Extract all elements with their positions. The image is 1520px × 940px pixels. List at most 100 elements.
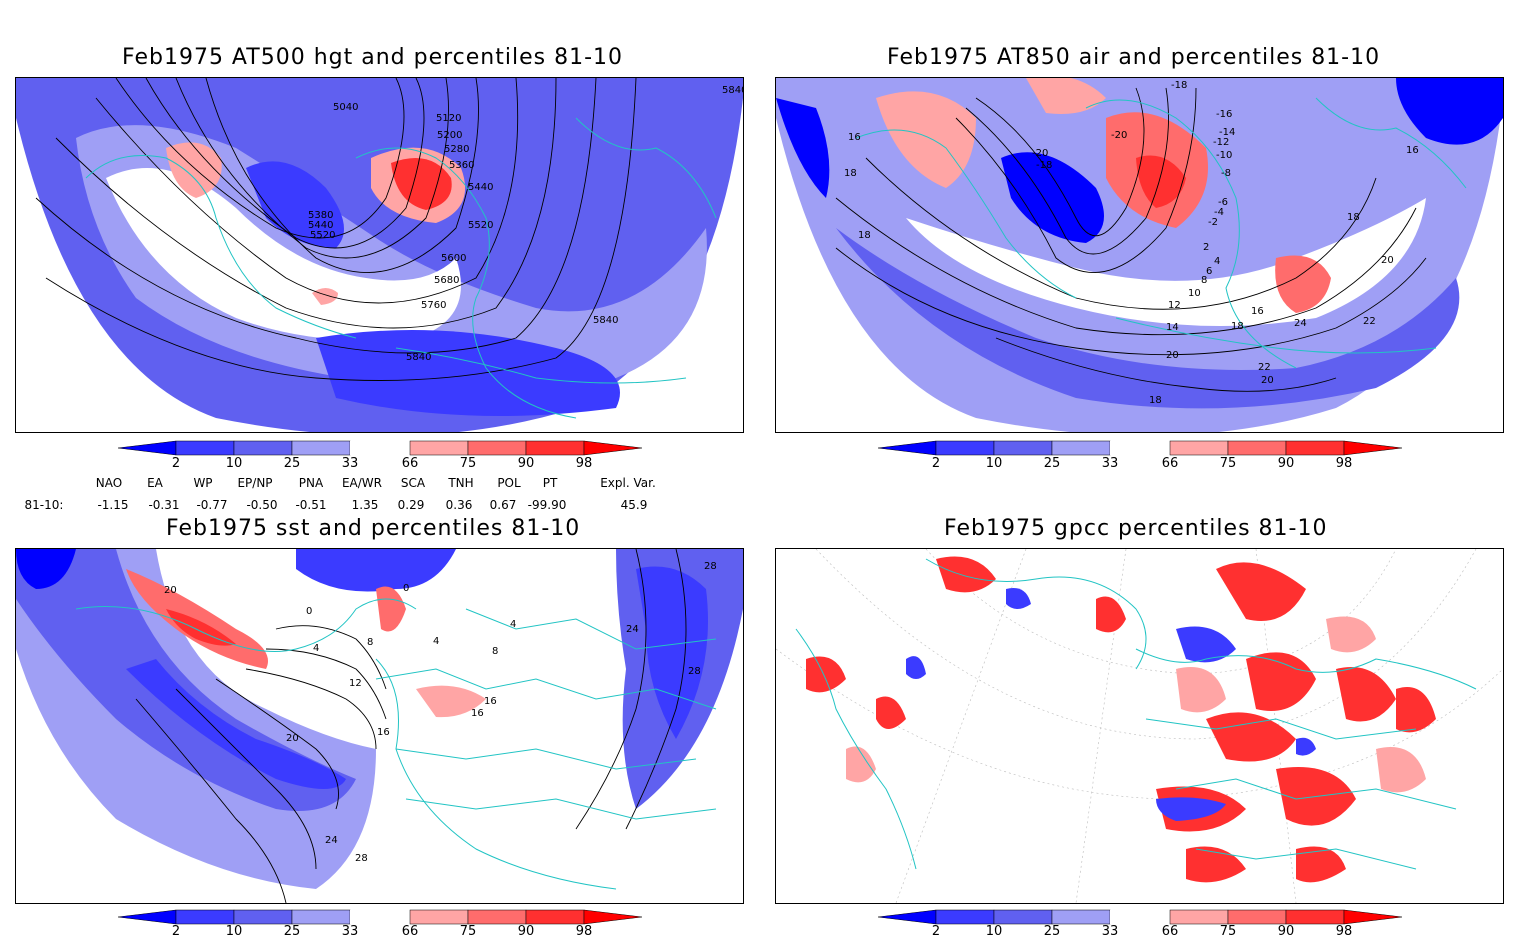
colorbar-tick: 75 [1219, 924, 1237, 939]
colorbar-bottom-right: 2 10 25 33 66 75 90 98 [877, 909, 1403, 940]
contour-label: 5120 [436, 113, 461, 124]
contour-label: 4 [1214, 256, 1220, 267]
contour-label: 20 [1381, 255, 1394, 266]
index-value: 45.9 [620, 498, 648, 512]
colorbar-top-right: 2 10 25 33 66 75 90 98 [877, 440, 1403, 471]
index-value: -1.15 [97, 498, 129, 512]
colorbar-tick: 2 [171, 924, 181, 939]
colorbar-tick: 2 [931, 924, 941, 939]
contour-label: 20 [1261, 375, 1274, 386]
colorbar-tick: 2 [171, 456, 181, 471]
dark-blue-nw [16, 549, 76, 589]
contour-label: -6 [1218, 197, 1228, 208]
contour-label: 10 [1188, 288, 1201, 299]
contour-label: -2 [1208, 217, 1218, 228]
contour-label: 16 [1251, 306, 1264, 317]
colorbar-tick: 98 [575, 924, 593, 939]
colorbar-tick: 75 [459, 924, 477, 939]
contour-label: 16 [377, 727, 390, 738]
contour-label: 5200 [437, 130, 462, 141]
contour-label: 5840 [593, 315, 618, 326]
contour-label: 5360 [449, 160, 474, 171]
precip-dry-patches [906, 588, 1316, 821]
contour-label: 8 [1201, 275, 1207, 286]
index-value: -0.50 [246, 498, 278, 512]
index-value: 0.67 [489, 498, 517, 512]
dark-blue-arctic [296, 549, 456, 592]
light-blue-shading [76, 125, 707, 393]
colorbar-tick: 25 [1043, 924, 1061, 939]
map-sst: 20 0 4 8 12 16 20 24 28 28 24 28 0 4 8 1… [15, 548, 744, 904]
contour-label: 16 [471, 708, 484, 719]
contour-label: 5840 [406, 352, 431, 363]
contour-label: 20 [1166, 350, 1179, 361]
colorbar-tick: 75 [459, 456, 477, 471]
contour-label: 18 [858, 230, 871, 241]
row-label: 81-10: [24, 498, 64, 512]
colorbar-tick: 90 [517, 456, 535, 471]
contour-label: 22 [1363, 316, 1376, 327]
contour-label: 5440 [308, 220, 333, 231]
red-anomaly-core [1136, 155, 1186, 208]
dark-blue-east [1396, 78, 1503, 145]
contour-label: -16 [1216, 109, 1232, 120]
colorbar-top-left: 2 10 25 33 66 75 90 98 [117, 440, 643, 471]
white-area [106, 168, 461, 341]
dark-blue-east [636, 566, 708, 739]
contour-label: 24 [626, 624, 639, 635]
red-anomaly-na [876, 91, 976, 188]
red-anomaly-med [416, 685, 486, 718]
panel-title-gpcc: Feb1975 gpcc percentiles 81-10 [944, 516, 1328, 541]
contour-label: 5760 [421, 300, 446, 311]
colorbar-tick: 66 [1161, 456, 1179, 471]
panel-title-500hgt: Feb1975 AT500 hgt and percentiles 81-10 [122, 45, 624, 70]
colorbar-tick: 66 [1161, 924, 1179, 939]
colorbar-tick: 2 [931, 456, 941, 471]
colorbar-tick: 98 [1335, 456, 1353, 471]
colorbar-tick: 98 [1335, 924, 1353, 939]
colorbar-tick: 10 [225, 924, 243, 939]
contour-label: 5680 [434, 275, 459, 286]
colorbar-tick: 25 [283, 456, 301, 471]
contour-label: -8 [1221, 168, 1231, 179]
colorbar-tick: 33 [341, 924, 359, 939]
index-header: EA [147, 476, 163, 490]
index-value: -0.51 [295, 498, 327, 512]
contour-label: -14 [1219, 127, 1235, 138]
index-value: 1.35 [351, 498, 379, 512]
contour-label: 2 [1203, 242, 1209, 253]
contour-label: 24 [325, 835, 338, 846]
index-value: -99.90 [527, 498, 567, 512]
contour-label: 16 [484, 696, 497, 707]
red-anomaly-asia [1275, 255, 1331, 313]
contour-label: 16 [848, 132, 861, 143]
colorbar-tick: 90 [1277, 456, 1295, 471]
index-value: -0.77 [196, 498, 228, 512]
precip-light-wet [846, 616, 1426, 793]
colorbar-tick: 33 [1101, 456, 1119, 471]
contour-label: -20 [1032, 148, 1048, 159]
contour-label: -20 [1111, 130, 1127, 141]
colorbar-swatches [877, 909, 1403, 925]
indices-header-row: NAO EA WP EP/NP PNA EA/WR SCA TNH POL PT… [0, 476, 760, 492]
index-header: POL [497, 476, 521, 490]
red-anomaly-core [391, 158, 452, 210]
contour-label: 4 [313, 643, 319, 654]
contour-label: 18 [1231, 321, 1244, 332]
index-header: TNH [448, 476, 474, 490]
contour-label: 28 [704, 561, 717, 572]
panel-title-sst: Feb1975 sst and percentiles 81-10 [166, 516, 581, 541]
contour-label: 20 [164, 585, 177, 596]
dark-blue-west [776, 98, 830, 198]
colorbar-tick: 98 [575, 456, 593, 471]
colorbar-tick: 75 [1219, 456, 1237, 471]
colorbar-tick: 90 [517, 924, 535, 939]
red-anomaly-core [166, 609, 236, 646]
index-header: EA/WR [341, 476, 383, 490]
contour-label: -4 [1214, 207, 1224, 218]
contour-label: -12 [1213, 137, 1229, 148]
contour-label: 5840 [722, 85, 743, 96]
contour-label: 28 [688, 666, 701, 677]
colorbar-tick: 10 [225, 456, 243, 471]
dark-blue-trough [246, 161, 344, 248]
